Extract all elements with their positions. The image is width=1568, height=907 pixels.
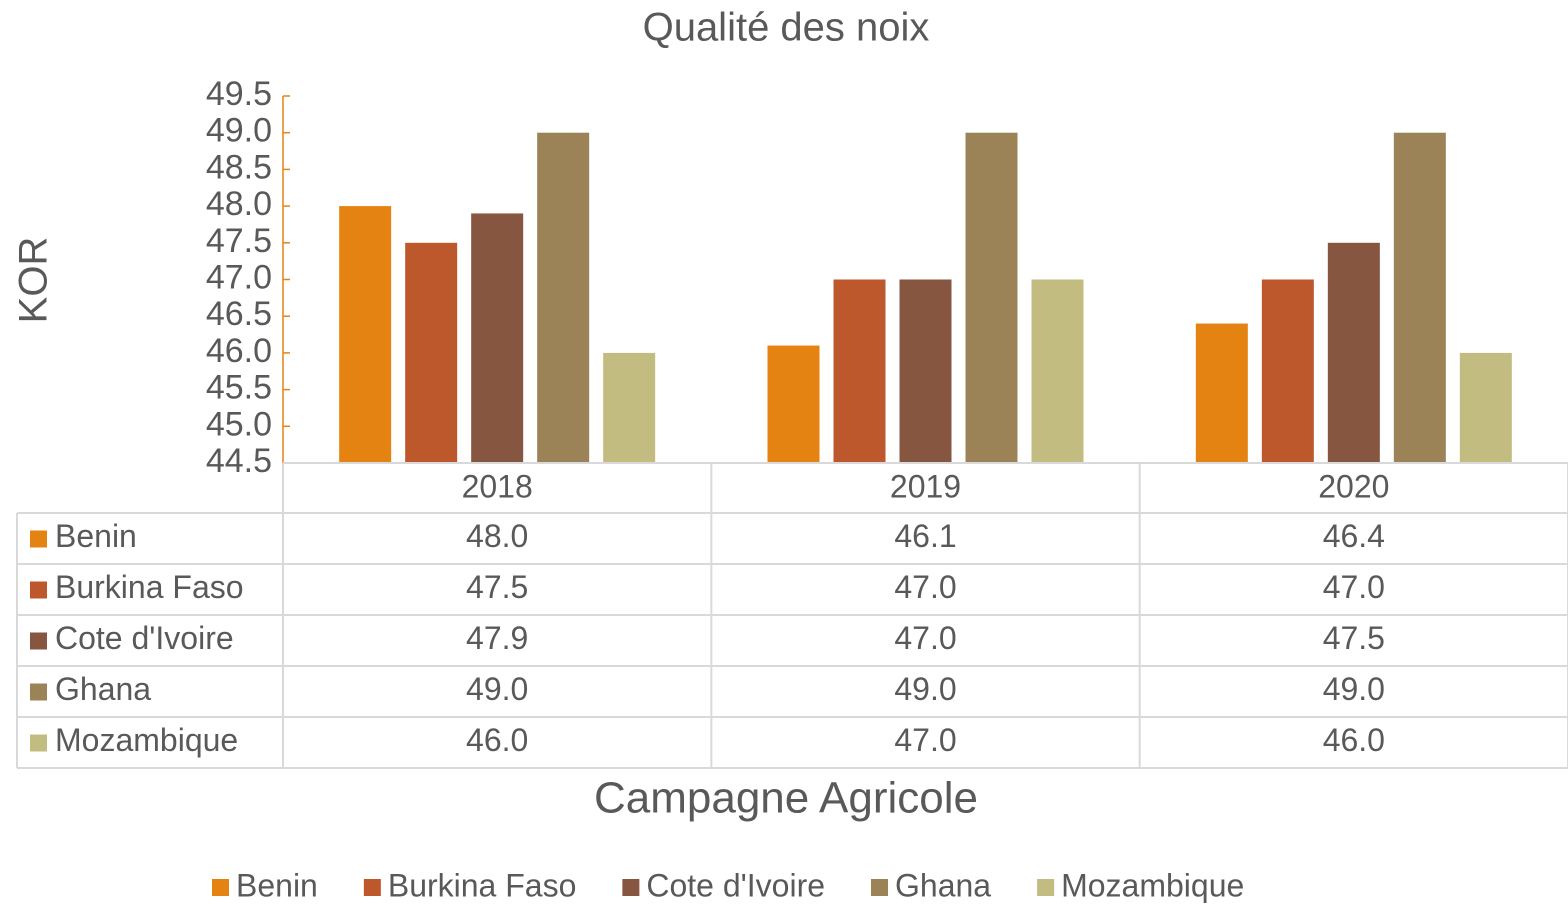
bar: [405, 242, 458, 463]
table-row-label: Mozambique: [55, 722, 238, 758]
table-value: 47.5: [466, 569, 528, 605]
y-tick-label: 46.0: [206, 332, 272, 370]
y-axis-title: KOR: [12, 237, 56, 324]
legend-label: Burkina Faso: [388, 867, 577, 903]
table-value: 49.0: [466, 671, 528, 707]
y-tick-label: 45.5: [206, 369, 272, 407]
table-row-label: Ghana: [55, 671, 151, 707]
bar: [1393, 132, 1446, 463]
y-tick-label: 49.0: [206, 112, 272, 150]
legend-label: Ghana: [895, 867, 991, 903]
table-value: 48.0: [466, 518, 528, 554]
table-value: 49.0: [894, 671, 956, 707]
legend-swatch: [871, 879, 889, 896]
table-row-label: Burkina Faso: [55, 569, 244, 605]
legend-swatch: [30, 530, 47, 548]
bar: [833, 279, 886, 463]
table-value: 47.5: [1323, 620, 1385, 656]
legend-swatch: [622, 879, 640, 896]
bar: [1327, 242, 1380, 463]
bar: [1195, 323, 1248, 463]
legend-label: Mozambique: [1061, 867, 1244, 903]
x-tick-label: 2020: [1318, 468, 1389, 504]
bar: [899, 279, 952, 463]
y-tick-label: 44.5: [206, 442, 272, 480]
table-value: 47.0: [894, 722, 956, 758]
y-tick-label: 47.0: [206, 258, 272, 296]
legend-label: Cote d'Ivoire: [646, 867, 825, 903]
y-tick-label: 47.5: [206, 222, 272, 260]
x-axis-title: Campagne Agricole: [594, 774, 978, 823]
bar: [1031, 279, 1084, 463]
y-tick-label: 49.5: [206, 75, 272, 113]
table-value: 46.0: [1323, 722, 1385, 758]
bar: [767, 345, 820, 463]
table-value: 46.1: [894, 518, 956, 554]
bar: [1459, 352, 1512, 463]
legend-swatch: [30, 632, 47, 650]
bar: [537, 132, 590, 463]
y-tick-label: 46.5: [206, 295, 272, 333]
legend-swatch: [1037, 879, 1055, 896]
table-row-label: Cote d'Ivoire: [55, 620, 234, 656]
y-tick-label: 48.0: [206, 185, 272, 223]
bar: [603, 352, 656, 463]
chart-title: Qualité des noix: [643, 6, 930, 50]
table-value: 47.9: [466, 620, 528, 656]
bar: [339, 206, 392, 463]
legend-swatch: [363, 879, 381, 896]
table-value: 46.4: [1323, 518, 1385, 554]
y-tick-label: 48.5: [206, 148, 272, 186]
table-row-label: Benin: [55, 518, 137, 554]
legend-swatch: [30, 683, 47, 701]
table-value: 47.0: [894, 620, 956, 656]
legend-swatch: [30, 734, 47, 752]
legend-swatch: [30, 581, 47, 599]
bar: [965, 132, 1018, 463]
table-value: 47.0: [894, 569, 956, 605]
legend-swatch: [212, 879, 229, 896]
bar: [471, 213, 524, 463]
legend-label: Benin: [236, 867, 318, 903]
y-tick-label: 45.0: [206, 405, 272, 443]
table-value: 46.0: [466, 722, 528, 758]
x-tick-label: 2018: [462, 468, 533, 504]
table-value: 49.0: [1323, 671, 1385, 707]
x-tick-label: 2019: [890, 468, 961, 504]
table-value: 47.0: [1323, 569, 1385, 605]
bar: [1261, 279, 1314, 463]
